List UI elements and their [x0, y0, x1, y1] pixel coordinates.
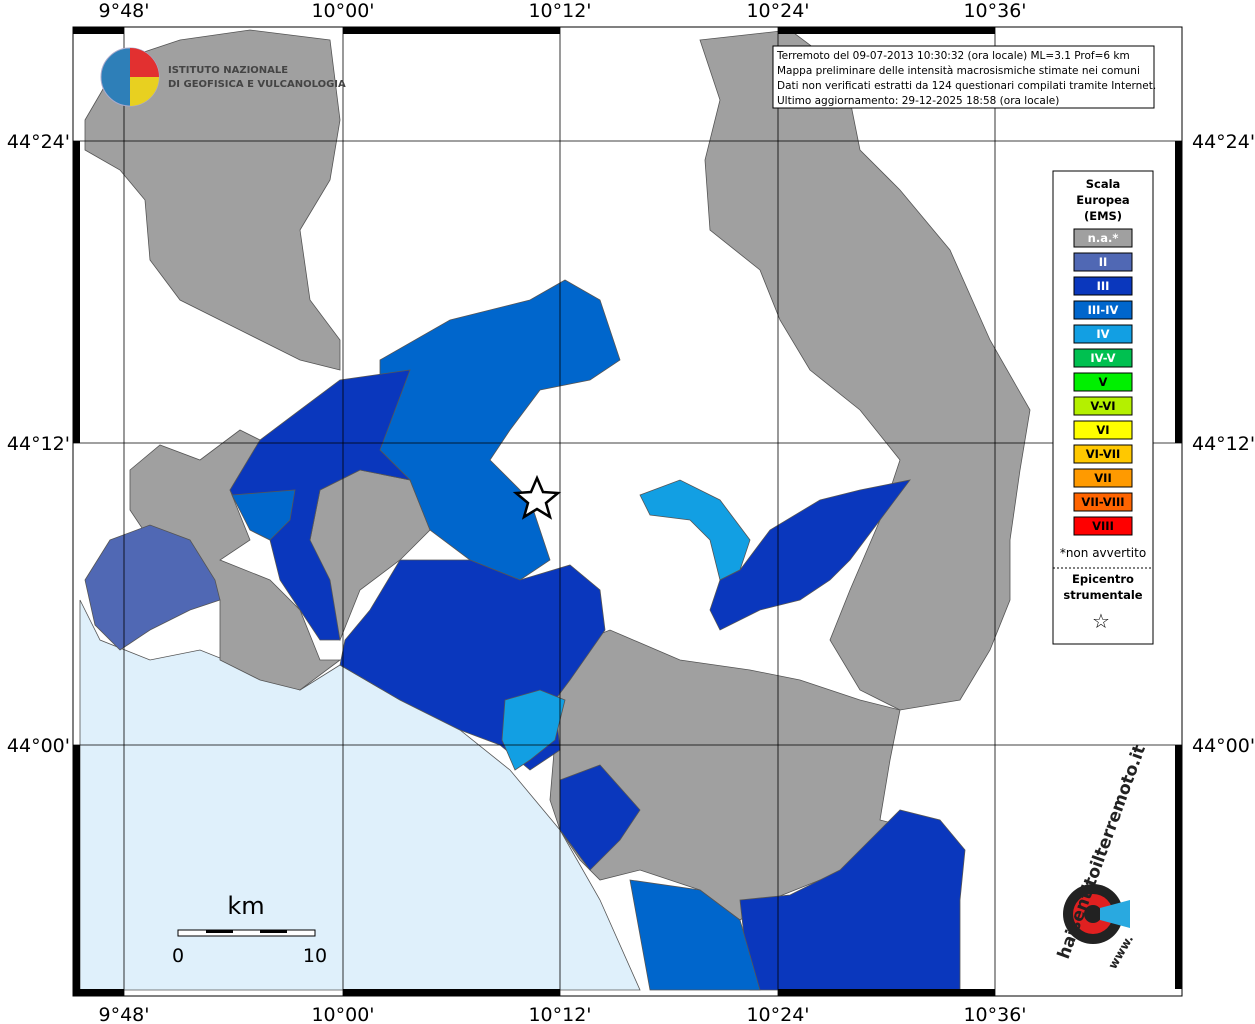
legend-swatch	[1073, 276, 1133, 296]
info-line: Terremoto del 09-07-2013 10:30:32 (ora l…	[776, 50, 1130, 62]
epicenter	[512, 474, 562, 520]
scale-bar-seg	[206, 930, 233, 933]
legend-label: III-IV	[1088, 303, 1119, 317]
info-line: Dati non verificati estratti da 124 ques…	[777, 80, 1156, 92]
hst-logo-part	[1084, 905, 1102, 923]
legend-label: V-VI	[1090, 399, 1115, 413]
legend-swatch	[1073, 228, 1133, 248]
legend-label: IV-V	[1090, 351, 1115, 365]
lon-label: 10°36'	[963, 0, 1026, 22]
legend-swatch	[1073, 372, 1133, 392]
info-line: Ultimo aggiornamento: 29-12-2025 18:58 (…	[777, 95, 1059, 107]
legend-swatch	[1073, 252, 1133, 272]
region-iii	[229, 369, 412, 641]
scale-bar-seg	[260, 930, 287, 933]
region-iii-iv	[629, 879, 761, 991]
legend-swatch	[1073, 324, 1133, 344]
info-line: Mappa preliminare delle intensità macros…	[777, 65, 1140, 77]
lon-label: 10°00'	[311, 0, 374, 22]
axis-labels: 9°48' 9°48' 10°00' 10°00' 10°12' 10°12' 10°24'…	[7, 0, 1255, 1024]
lon-label: 10°12'	[528, 0, 591, 22]
lon-label: 9°48'	[99, 0, 150, 22]
lon-label: 10°24'	[746, 0, 809, 22]
frame-ticks	[73, 27, 1182, 996]
legend-label: n.a.*	[1088, 231, 1119, 245]
legend-epicenter: strumentale	[1063, 588, 1142, 602]
scale-unit: km	[227, 892, 264, 920]
ingv-logo-part	[130, 77, 159, 106]
lon-label: 10°36'	[963, 1004, 1026, 1024]
legend-label: II	[1099, 255, 1108, 269]
legend-swatch	[1073, 300, 1133, 320]
scale-label: 10	[303, 945, 327, 967]
legend-title: Scala	[1086, 177, 1121, 191]
region-ii	[84, 524, 221, 651]
legend-title: (EMS)	[1084, 209, 1122, 223]
lat-label: 44°24'	[1192, 131, 1255, 153]
lat-label: 44°24'	[7, 131, 70, 153]
legend-label: IV	[1096, 327, 1109, 341]
info-box	[772, 45, 1155, 109]
legend-swatch	[1073, 492, 1133, 512]
institute-name: ISTITUTO NAZIONALE	[168, 65, 288, 76]
scale-label: 0	[172, 945, 184, 967]
municipalities-na	[84, 29, 1031, 921]
legend-label: III	[1097, 279, 1110, 293]
scale-bar	[177, 929, 316, 937]
lon-label: 10°24'	[746, 1004, 809, 1024]
legend-label: VII	[1094, 471, 1111, 485]
lat-label: 44°00'	[7, 735, 70, 757]
legend-swatch	[1073, 420, 1133, 440]
legend-star: ☆	[1092, 609, 1110, 633]
hst-logo-part	[1100, 900, 1130, 928]
lon-label: 10°12'	[528, 1004, 591, 1024]
lat-label: 44°12'	[7, 433, 70, 455]
lat-label: 44°00'	[1192, 735, 1255, 757]
legend-swatch	[1073, 468, 1133, 488]
graticule	[73, 27, 1182, 996]
lon-label: 9°48'	[99, 1004, 150, 1024]
ingv-logo-part	[130, 48, 159, 77]
legend-note: *non avvertito	[1060, 546, 1146, 560]
legend-label: V	[1099, 375, 1108, 389]
legend-label: VI	[1096, 423, 1109, 437]
region-iii-iv	[231, 489, 296, 541]
legend-label: VII-VIII	[1081, 495, 1124, 509]
legend-label: VIII	[1092, 519, 1114, 533]
legend-items: n.a.*IIIIIIII-IVIVIV-VVV-VIVIVI-VIIVIIVI…	[1073, 228, 1133, 536]
legend-title: Europea	[1076, 193, 1129, 207]
legend-swatch	[1073, 444, 1133, 464]
lon-label: 10°00'	[311, 1004, 374, 1024]
legend-swatch	[1073, 516, 1133, 536]
legend-swatch	[1073, 348, 1133, 368]
legend-swatch	[1073, 396, 1133, 416]
institute-name: DI GEOFISICA E VULCANOLOGIA	[168, 79, 346, 90]
legend-epicenter: Epicentro	[1072, 572, 1134, 586]
legend-label: VI-VII	[1086, 447, 1121, 461]
lat-label: 44°12'	[1192, 433, 1255, 455]
